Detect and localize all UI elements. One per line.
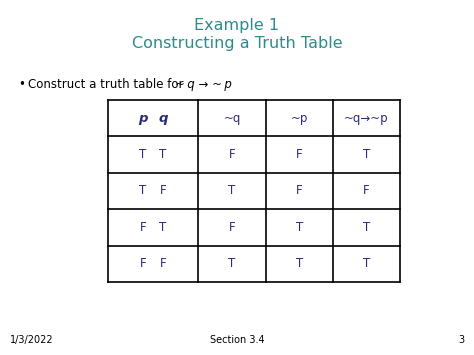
Text: ~p: ~p xyxy=(291,112,308,125)
Text: F: F xyxy=(140,257,146,270)
Text: F: F xyxy=(228,148,235,161)
Text: T: T xyxy=(296,221,303,234)
Text: T: T xyxy=(228,257,236,270)
Text: ~q: ~q xyxy=(223,112,241,125)
Text: F: F xyxy=(363,185,370,197)
Text: T: T xyxy=(159,221,167,234)
Text: T: T xyxy=(363,148,370,161)
Text: q: q xyxy=(158,112,168,125)
Text: T: T xyxy=(228,185,236,197)
Text: Constructing a Truth Table: Constructing a Truth Table xyxy=(132,36,342,51)
Text: F: F xyxy=(140,221,146,234)
Text: F: F xyxy=(296,148,303,161)
Text: •: • xyxy=(18,78,25,91)
Text: T: T xyxy=(159,148,167,161)
Text: ~q→~p: ~q→~p xyxy=(344,112,389,125)
Text: 1/3/2022: 1/3/2022 xyxy=(10,335,54,345)
Text: 3: 3 xyxy=(458,335,464,345)
Text: T: T xyxy=(139,185,146,197)
Text: T: T xyxy=(363,257,370,270)
Text: T: T xyxy=(296,257,303,270)
Text: F: F xyxy=(160,257,166,270)
Text: T: T xyxy=(363,221,370,234)
Text: p: p xyxy=(138,112,148,125)
Text: T: T xyxy=(139,148,146,161)
Text: Section 3.4: Section 3.4 xyxy=(210,335,264,345)
Text: Example 1: Example 1 xyxy=(194,18,280,33)
Text: F: F xyxy=(160,185,166,197)
Text: Construct a truth table for: Construct a truth table for xyxy=(28,78,187,91)
Text: F: F xyxy=(228,221,235,234)
Text: F: F xyxy=(296,185,303,197)
Text: ~ q → ~ p: ~ q → ~ p xyxy=(175,78,232,91)
